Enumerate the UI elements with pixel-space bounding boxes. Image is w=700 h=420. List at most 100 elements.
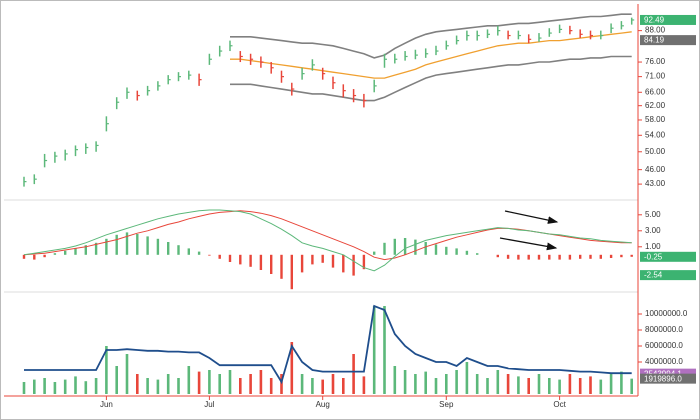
histogram-bar <box>506 254 510 259</box>
y-tick-label: 58.00 <box>645 115 666 124</box>
volume-bar <box>506 374 510 394</box>
histogram-bar <box>239 254 242 265</box>
volume-bar <box>197 371 201 394</box>
histogram-bar <box>589 254 592 259</box>
x-tick-label: Jun <box>100 400 113 409</box>
histogram-bar <box>22 254 26 259</box>
volume-bar <box>321 379 324 394</box>
volume-bar <box>475 374 479 394</box>
volume-bar <box>548 378 551 394</box>
value-badge <box>640 251 696 262</box>
histogram-bar <box>465 250 469 255</box>
y-tick-label: 66.00 <box>645 87 666 96</box>
volume-bar <box>156 379 160 394</box>
histogram-bar <box>136 234 139 255</box>
histogram-bar <box>630 254 633 257</box>
value-badge <box>640 14 696 25</box>
histogram-bar <box>414 239 417 255</box>
volume-bar <box>589 376 592 394</box>
histogram-bar <box>218 254 221 259</box>
volume-bar <box>362 376 366 394</box>
volume-bar <box>455 370 458 394</box>
volume-bar <box>352 354 355 394</box>
lower-band <box>230 55 632 102</box>
volume-bar <box>228 370 232 394</box>
arrow <box>504 210 559 224</box>
value-badge-label: 92.49 <box>644 16 665 25</box>
histogram-bar <box>125 232 129 255</box>
value-badge <box>640 270 696 281</box>
volume-bar <box>527 378 530 394</box>
x-tick-label: Jul <box>204 400 214 409</box>
volume-bar <box>63 379 67 394</box>
histogram-bar <box>362 254 366 270</box>
histogram-bar <box>496 254 499 258</box>
volume-bar <box>84 381 88 394</box>
volume-bar <box>146 378 149 394</box>
histogram-bar <box>197 251 201 255</box>
histogram-bar <box>620 254 623 258</box>
histogram-bar <box>208 254 211 256</box>
histogram-bar <box>43 254 46 258</box>
histogram-bar <box>105 238 108 255</box>
volume-bar <box>105 346 108 394</box>
value-badge-label: 84.19 <box>644 36 665 45</box>
histogram-bar <box>156 238 160 255</box>
volume-bar <box>249 374 252 394</box>
histogram-bar <box>177 245 180 255</box>
volume-bar <box>43 378 46 394</box>
macd-line <box>23 209 632 272</box>
histogram-bar <box>609 254 613 258</box>
histogram-bar <box>228 254 232 262</box>
histogram-bar <box>599 254 602 259</box>
histogram-bar <box>64 250 67 255</box>
y-tick-label: 6000000.0 <box>645 341 683 350</box>
y-tick-label: 88.00 <box>645 26 666 35</box>
histogram-bar <box>476 253 479 255</box>
volume-bar <box>383 306 386 394</box>
histogram-bar <box>280 254 283 279</box>
volume-bar <box>486 378 489 394</box>
volume-bar <box>136 374 139 394</box>
volume-bar <box>33 379 36 394</box>
value-badge-label: -0.25 <box>644 252 663 261</box>
histogram-bar <box>249 254 252 267</box>
histogram-bar <box>84 245 87 255</box>
volume-bar <box>414 374 417 394</box>
x-tick-label: Sep <box>439 400 454 409</box>
volume-bar <box>74 376 77 394</box>
histogram-bar <box>537 254 541 260</box>
volume-bar <box>630 378 633 394</box>
volume-bar <box>342 378 345 394</box>
volume-bar <box>599 379 603 394</box>
histogram-bar <box>300 254 304 273</box>
histogram-bar <box>74 248 77 255</box>
histogram-bar <box>53 253 57 255</box>
arrow <box>499 237 558 251</box>
y-tick-label: 46.00 <box>645 165 666 174</box>
volume-bar <box>578 378 582 394</box>
histogram-bar <box>259 254 263 270</box>
y-tick-label: 62.00 <box>645 101 666 110</box>
histogram-bar <box>33 254 36 260</box>
middle-band <box>230 31 632 79</box>
volume-bar <box>166 374 170 394</box>
histogram-bar <box>331 254 335 268</box>
volume-bar <box>445 374 448 394</box>
y-tick-label: 10000000.0 <box>645 309 688 318</box>
y-tick-label: 50.00 <box>645 147 666 156</box>
volume-bar <box>208 370 211 394</box>
volume-bar <box>620 371 623 394</box>
volume-bar <box>53 382 57 394</box>
histogram-bar <box>290 254 293 290</box>
volume-bar <box>218 374 221 394</box>
y-tick-label: 4000000.0 <box>645 357 683 366</box>
histogram-bar <box>311 254 314 265</box>
y-tick-label: 5.00 <box>645 210 661 219</box>
volume-average <box>24 304 632 385</box>
volume-bar <box>465 362 469 394</box>
volume-bar <box>300 374 304 394</box>
histogram-bar <box>424 242 427 255</box>
volume-bar <box>187 366 191 394</box>
